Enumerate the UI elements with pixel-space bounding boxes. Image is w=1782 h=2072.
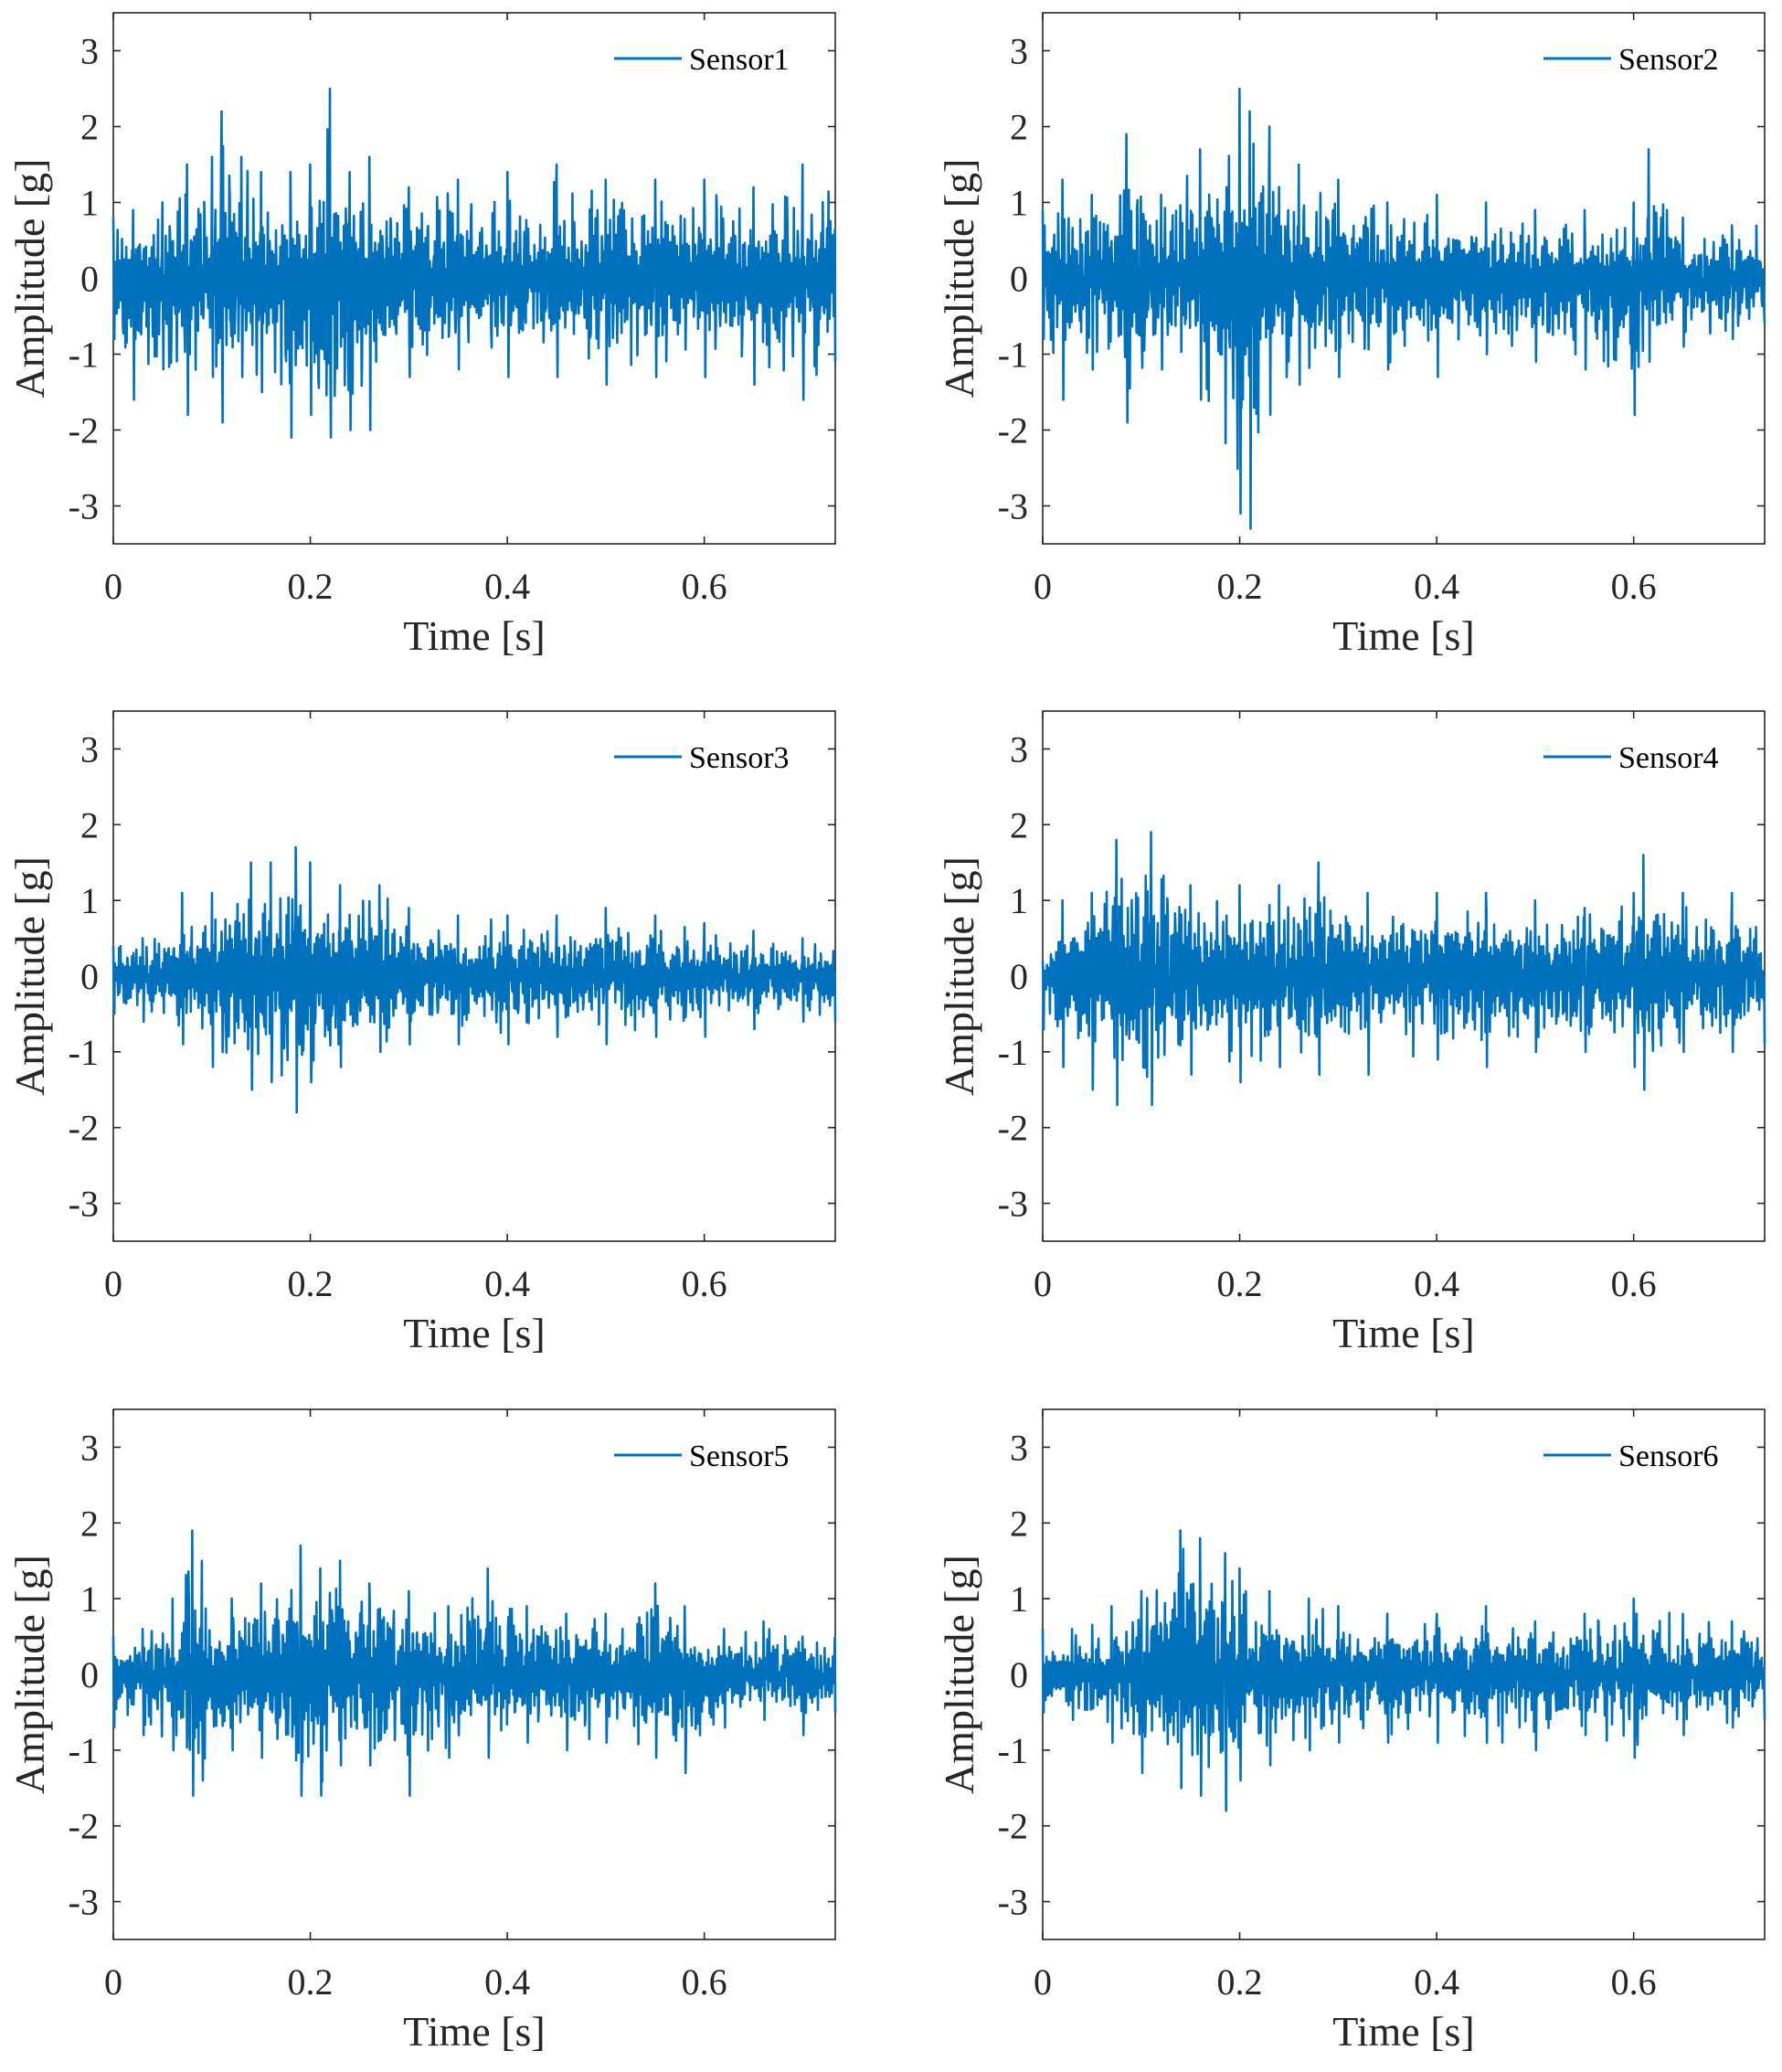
legend-label: Sensor6 <box>1618 1440 1719 1473</box>
y-tick-label: -2 <box>998 1108 1028 1149</box>
x-tick-label: 0 <box>1034 1961 1052 2003</box>
x-tick-label: 0 <box>1034 1263 1052 1304</box>
y-axis-label: Amplitude [g] <box>936 856 982 1096</box>
y-tick-label: -2 <box>69 1806 99 1847</box>
y-tick-label: 2 <box>1010 107 1028 148</box>
x-tick-label: 0.2 <box>1217 1961 1263 2003</box>
y-tick-label: -2 <box>998 1806 1028 1847</box>
y-tick-label: -1 <box>69 1032 99 1073</box>
y-tick-label: 0 <box>1010 956 1028 997</box>
y-tick-label: -3 <box>69 1184 99 1225</box>
y-tick-label: 1 <box>80 880 99 921</box>
y-tick-label: 2 <box>80 804 99 845</box>
x-tick-label: 0.6 <box>1611 566 1657 607</box>
series-line-sensor5 <box>111 1529 837 1797</box>
x-tick-label: 0.6 <box>1611 1961 1657 2003</box>
x-tick-label: 0.4 <box>1414 1263 1459 1304</box>
x-tick-label: 0.2 <box>1217 1263 1263 1304</box>
series-line-sensor6 <box>1041 1529 1766 1812</box>
x-tick-label: 0.6 <box>682 1263 727 1304</box>
y-tick-label: 0 <box>1010 259 1028 300</box>
y-tick-label: -2 <box>998 410 1028 452</box>
series-line-sensor2 <box>1041 87 1766 530</box>
legend-label: Sensor2 <box>1618 43 1719 77</box>
y-tick-label: 2 <box>80 1503 99 1544</box>
x-axis-label: Time [s] <box>403 1310 546 1356</box>
x-tick-label: 0.6 <box>682 1961 727 2003</box>
x-axis-label: Time [s] <box>1332 1310 1475 1356</box>
y-tick-label: 0 <box>80 956 99 997</box>
x-tick-label: 0.4 <box>484 566 530 607</box>
x-tick-label: 0.4 <box>1414 1961 1459 2003</box>
x-tick-label: 0 <box>104 566 122 607</box>
y-tick-label: -3 <box>998 486 1028 527</box>
y-tick-label: -1 <box>998 1730 1028 1771</box>
y-tick-label: 3 <box>1010 728 1028 770</box>
y-tick-label: 3 <box>80 31 99 72</box>
y-tick-label: 0 <box>80 259 99 300</box>
y-tick-label: -1 <box>998 335 1028 376</box>
y-tick-label: 3 <box>1010 1427 1028 1468</box>
x-tick-label: 0.2 <box>288 1263 334 1304</box>
y-tick-label: 3 <box>80 1427 99 1468</box>
y-tick-label: 3 <box>80 728 99 770</box>
y-tick-label: -2 <box>69 410 99 452</box>
series-line-sensor1 <box>111 87 837 440</box>
y-axis-label: Amplitude [g] <box>6 1555 53 1794</box>
x-tick-label: 0.2 <box>288 1961 334 2003</box>
legend-label: Sensor5 <box>689 1440 790 1473</box>
x-tick-label: 0.6 <box>1611 1263 1657 1304</box>
y-tick-label: 3 <box>1010 31 1028 72</box>
x-axis-label: Time [s] <box>1332 612 1475 659</box>
y-tick-label: -3 <box>69 1882 99 1923</box>
x-tick-label: 0 <box>104 1263 122 1304</box>
y-tick-label: -1 <box>69 335 99 376</box>
y-axis-label: Amplitude [g] <box>6 159 53 398</box>
y-tick-label: -2 <box>69 1108 99 1149</box>
series-line-sensor3 <box>111 845 837 1114</box>
x-tick-label: 0.2 <box>1217 566 1263 607</box>
y-tick-label: 2 <box>1010 804 1028 845</box>
x-tick-label: 0.2 <box>288 566 334 607</box>
x-axis-label: Time [s] <box>403 612 546 659</box>
series-line-sensor4 <box>1041 831 1766 1107</box>
y-axis-label: Amplitude [g] <box>6 856 53 1096</box>
y-tick-label: 1 <box>1010 183 1028 224</box>
x-tick-label: 0.6 <box>682 566 727 607</box>
y-tick-label: 2 <box>1010 1503 1028 1544</box>
y-tick-label: 0 <box>1010 1654 1028 1695</box>
y-tick-label: -3 <box>69 486 99 527</box>
x-tick-label: 0 <box>104 1961 122 2003</box>
legend-label: Sensor1 <box>689 43 790 77</box>
x-tick-label: 0.4 <box>484 1263 530 1304</box>
x-tick-label: 0.4 <box>1414 566 1459 607</box>
x-axis-label: Time [s] <box>403 2008 546 2055</box>
y-tick-label: 1 <box>80 1578 99 1620</box>
legend-label: Sensor4 <box>1618 741 1719 775</box>
y-axis-label: Amplitude [g] <box>936 1555 982 1794</box>
y-tick-label: 2 <box>80 107 99 148</box>
x-tick-label: 0 <box>1034 566 1052 607</box>
y-tick-label: 1 <box>1010 880 1028 921</box>
y-axis-label: Amplitude [g] <box>936 159 982 398</box>
y-tick-label: 0 <box>80 1654 99 1695</box>
y-tick-label: 1 <box>80 183 99 224</box>
y-tick-label: -1 <box>69 1730 99 1771</box>
y-tick-label: -3 <box>998 1882 1028 1923</box>
y-tick-label: -1 <box>998 1032 1028 1073</box>
x-tick-label: 0.4 <box>484 1961 530 2003</box>
legend-label: Sensor3 <box>689 741 790 775</box>
y-tick-label: -3 <box>998 1184 1028 1225</box>
y-tick-label: 1 <box>1010 1578 1028 1620</box>
x-axis-label: Time [s] <box>1332 2008 1475 2055</box>
